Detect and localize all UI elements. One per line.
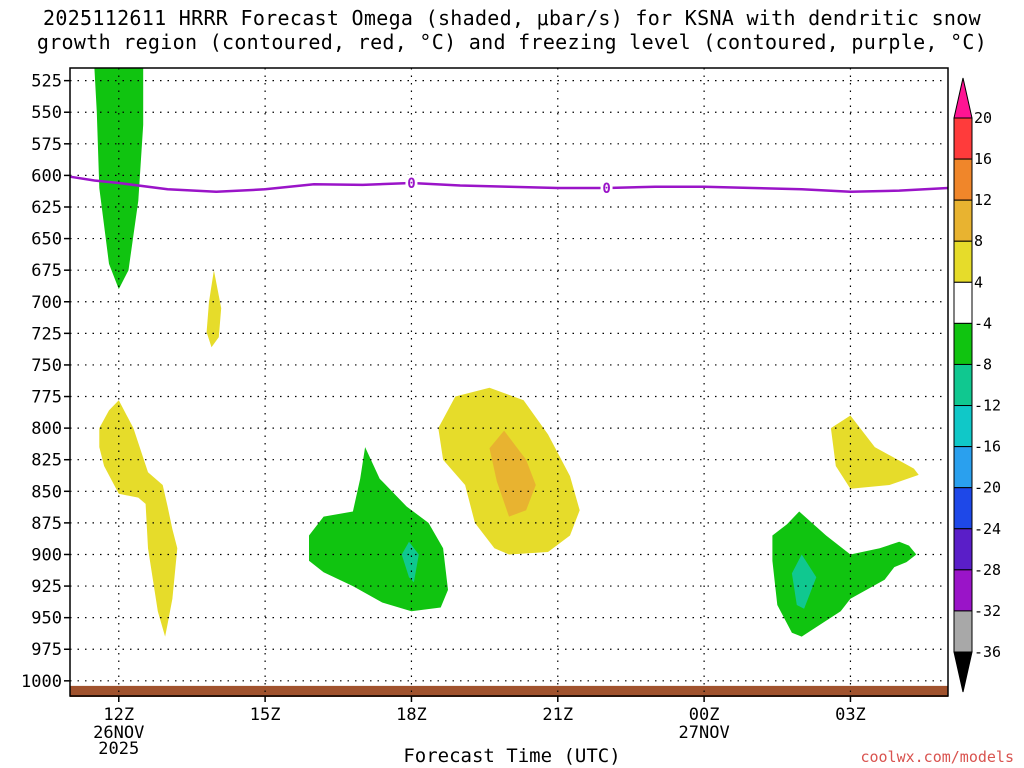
y-tick-label: 700 <box>31 293 62 313</box>
y-tick-label: 550 <box>31 103 62 123</box>
colorbar-band <box>953 405 973 448</box>
freezing-label-bg-0 <box>405 174 418 191</box>
x-tick-sublabel: 27NOV <box>679 723 730 743</box>
colorbar-band <box>953 610 973 653</box>
freezing-level-label: 0 <box>407 176 415 192</box>
omega-region-yellow-spot-14z <box>206 270 222 348</box>
x-tick-sublabel: 2025 <box>98 739 139 759</box>
colorbar-band <box>953 199 973 242</box>
omega-region-yellow-blob-03z <box>830 415 919 489</box>
y-tick-label: 950 <box>31 609 62 629</box>
colorbar-label: 20 <box>974 109 992 127</box>
colorbar-label: -16 <box>974 438 1001 456</box>
x-tick-label: 00Z <box>689 705 720 725</box>
y-tick-label: 650 <box>31 230 62 250</box>
y-tick-label: 975 <box>31 640 62 660</box>
omega-region-green-blob-02z <box>772 511 917 637</box>
y-tick-label: 775 <box>31 388 62 408</box>
colorbar-band <box>953 158 973 201</box>
y-tick-label: 750 <box>31 356 62 376</box>
x-tick-label: 18Z <box>396 705 427 725</box>
omega-region-orange-blob-20z <box>489 430 536 517</box>
colorbar-label: -4 <box>974 314 992 332</box>
x-tick-sublabel: 26NOV <box>93 723 144 743</box>
colorbar-band <box>953 363 973 407</box>
colorbar-label: -28 <box>974 561 1001 579</box>
y-tick-label: 875 <box>31 514 62 534</box>
colorbar-band <box>953 322 973 365</box>
y-tick-label: 725 <box>31 324 62 344</box>
colorbar-label: 16 <box>974 150 992 168</box>
y-tick-label: 1000 <box>21 672 62 692</box>
colorbar-band <box>953 240 973 283</box>
y-tick-label: 575 <box>31 135 62 155</box>
colorbar-label: -32 <box>974 602 1001 620</box>
y-tick-label: 675 <box>31 261 62 281</box>
y-tick-label: 925 <box>31 577 62 597</box>
y-tick-label: 800 <box>31 419 62 439</box>
colorbar-label: -8 <box>974 355 992 373</box>
colorbar-band <box>953 117 973 160</box>
colorbar-label: -36 <box>974 643 1001 661</box>
colorbar-label: 8 <box>974 232 983 250</box>
chart-title-line-2: growth region (contoured, red, °C) and f… <box>36 30 988 54</box>
omega-region-green-column-12z <box>94 68 144 290</box>
colorbar-top-arrow <box>953 77 973 119</box>
credit-link[interactable]: coolwx.com/models <box>860 748 1014 766</box>
colorbar-band <box>953 528 973 571</box>
chart-title: 2025112611 HRRR Forecast Omega (shaded, … <box>0 6 1024 54</box>
omega-region-teal-spot-18z <box>401 541 419 583</box>
y-tick-label: 625 <box>31 198 62 218</box>
colorbar-label: -12 <box>974 397 1001 415</box>
y-tick-label: 900 <box>31 545 62 565</box>
colorbar-label: 4 <box>974 273 983 291</box>
colorbar-band <box>953 281 973 324</box>
ground-surface <box>70 685 948 697</box>
x-tick-label: 03Z <box>835 705 866 725</box>
y-tick-label: 825 <box>31 451 62 471</box>
plot-frame <box>69 67 949 697</box>
y-tick-label: 850 <box>31 482 62 502</box>
colorbar-band <box>953 487 973 530</box>
colorbar-bottom-arrow <box>953 651 973 693</box>
freezing-label-bg-1 <box>600 180 613 197</box>
colorbar-label: 12 <box>974 191 992 209</box>
colorbar-label: -20 <box>974 479 1001 497</box>
freezing-level-line <box>69 175 949 194</box>
colorbar-label: -24 <box>974 520 1001 538</box>
omega-region-teal-spot-02z <box>791 554 817 609</box>
colorbar-band <box>953 569 973 612</box>
y-tick-label: 525 <box>31 72 62 92</box>
chart-title-line-1: 2025112611 HRRR Forecast Omega (shaded, … <box>43 6 981 30</box>
y-tick-label: 600 <box>31 166 62 186</box>
x-tick-label: 21Z <box>542 705 573 725</box>
x-tick-label: 15Z <box>250 705 281 725</box>
freezing-level-label: 0 <box>602 181 610 197</box>
x-tick-label: 12Z <box>103 705 134 725</box>
colorbar-band <box>953 446 973 489</box>
x-axis-label: Forecast Time (UTC) <box>403 745 621 767</box>
